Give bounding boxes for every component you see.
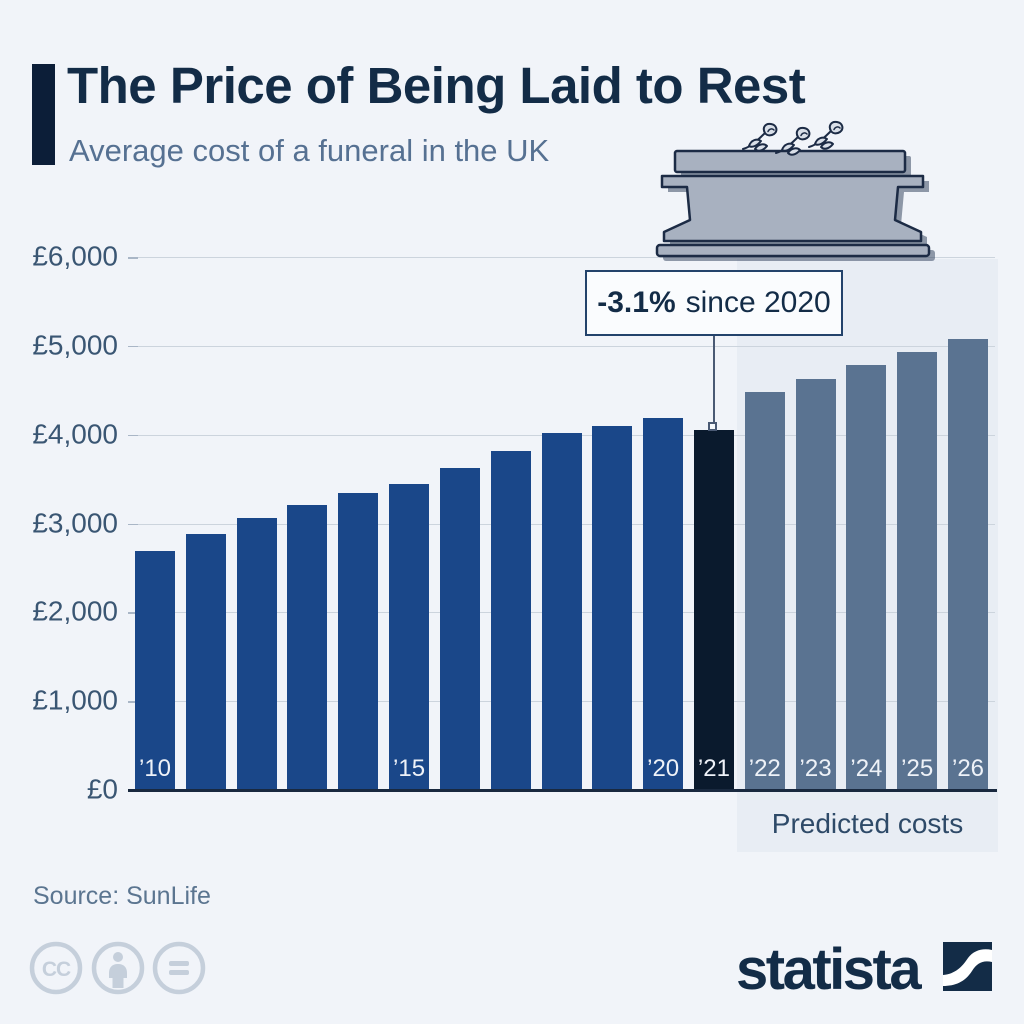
bar-2014 [338, 492, 379, 790]
bar-2010: ’10 [135, 550, 175, 790]
annotation-connector-line [713, 336, 715, 425]
axis-tick [128, 257, 138, 259]
bar-2018 [541, 433, 582, 790]
axis-tick [128, 523, 138, 525]
statista-logo-icon[interactable] [943, 942, 992, 991]
x-axis-label: ’20 [647, 755, 680, 782]
chart-subtitle: Average cost of a funeral in the UK [69, 133, 550, 168]
bar-2026: ’26 [948, 338, 988, 790]
predicted-costs-label: Predicted costs [771, 808, 964, 839]
bar-2023: ’23 [795, 378, 836, 790]
y-axis-labels: £0 £1,000 £2,000 £3,000 £4,000 £5,000 £6,000 [12, 240, 118, 804]
svg-text:CC: CC [42, 958, 71, 981]
bar-2019 [592, 425, 633, 790]
annotation-marker [708, 422, 717, 431]
statista-logo-text[interactable]: statista [736, 937, 922, 1002]
y-axis-label: £5,000 [32, 329, 118, 361]
y-axis-label: £1,000 [32, 684, 118, 716]
bar-2020: ’20 [643, 418, 684, 790]
attribution-person-icon[interactable] [91, 941, 145, 995]
gridline [128, 257, 995, 259]
x-axis-line [128, 789, 997, 792]
y-axis-label: £4,000 [32, 418, 118, 450]
bar-group: ’10 ’15 ’20 ’21 ’22 ’23 ’24 ’25 ’26 [135, 257, 988, 790]
annotation-text: since 2020 [685, 286, 831, 319]
bar-2022: ’22 [744, 392, 785, 790]
axis-tick [128, 434, 138, 437]
x-axis-label: ’22 [748, 755, 781, 782]
title-accent-bar [32, 64, 55, 165]
plot-area: ’10 ’15 ’20 ’21 ’22 ’23 ’24 ’25 ’26 [128, 257, 997, 792]
axis-tick [128, 701, 138, 703]
cc-icon[interactable] [29, 941, 83, 995]
x-axis-label: ’15 [393, 755, 426, 782]
y-axis-label: £2,000 [32, 595, 118, 627]
x-axis-label: ’25 [901, 755, 934, 782]
bar-2024: ’24 [846, 365, 887, 790]
bar-2017 [490, 450, 531, 790]
bar-2013 [287, 505, 328, 790]
annotation-value: -3.1% [597, 286, 676, 319]
bar-2021: ’21 [693, 429, 734, 790]
cc-license-icons[interactable]: CC [28, 938, 213, 998]
x-axis-label: ’24 [850, 755, 883, 782]
gridline [128, 345, 995, 348]
axis-tick [128, 345, 138, 348]
axis-tick [128, 612, 138, 614]
x-axis-label: ’23 [799, 755, 832, 782]
y-axis-label: £0 [86, 773, 118, 805]
source-text: Source: SunLife [33, 882, 211, 910]
coffin-illustration [655, 120, 935, 261]
bar-2016 [439, 467, 480, 790]
y-axis-label: £6,000 [32, 240, 118, 272]
casket-body [655, 149, 931, 258]
y-axis-label: £3,000 [32, 506, 118, 538]
annotation-box: -3.1% since 2020 [585, 270, 843, 336]
bar-2015: ’15 [389, 484, 430, 790]
x-axis-label: ’26 [951, 755, 985, 782]
x-axis-label: ’10 [138, 755, 172, 782]
equals-icon[interactable] [152, 941, 206, 995]
bar-2011 [185, 533, 226, 790]
chart-title: The Price of Being Laid to Rest [67, 57, 806, 114]
bar-2025: ’25 [897, 352, 938, 790]
bar-2012 [236, 518, 277, 790]
x-axis-label: ’21 [697, 755, 730, 782]
